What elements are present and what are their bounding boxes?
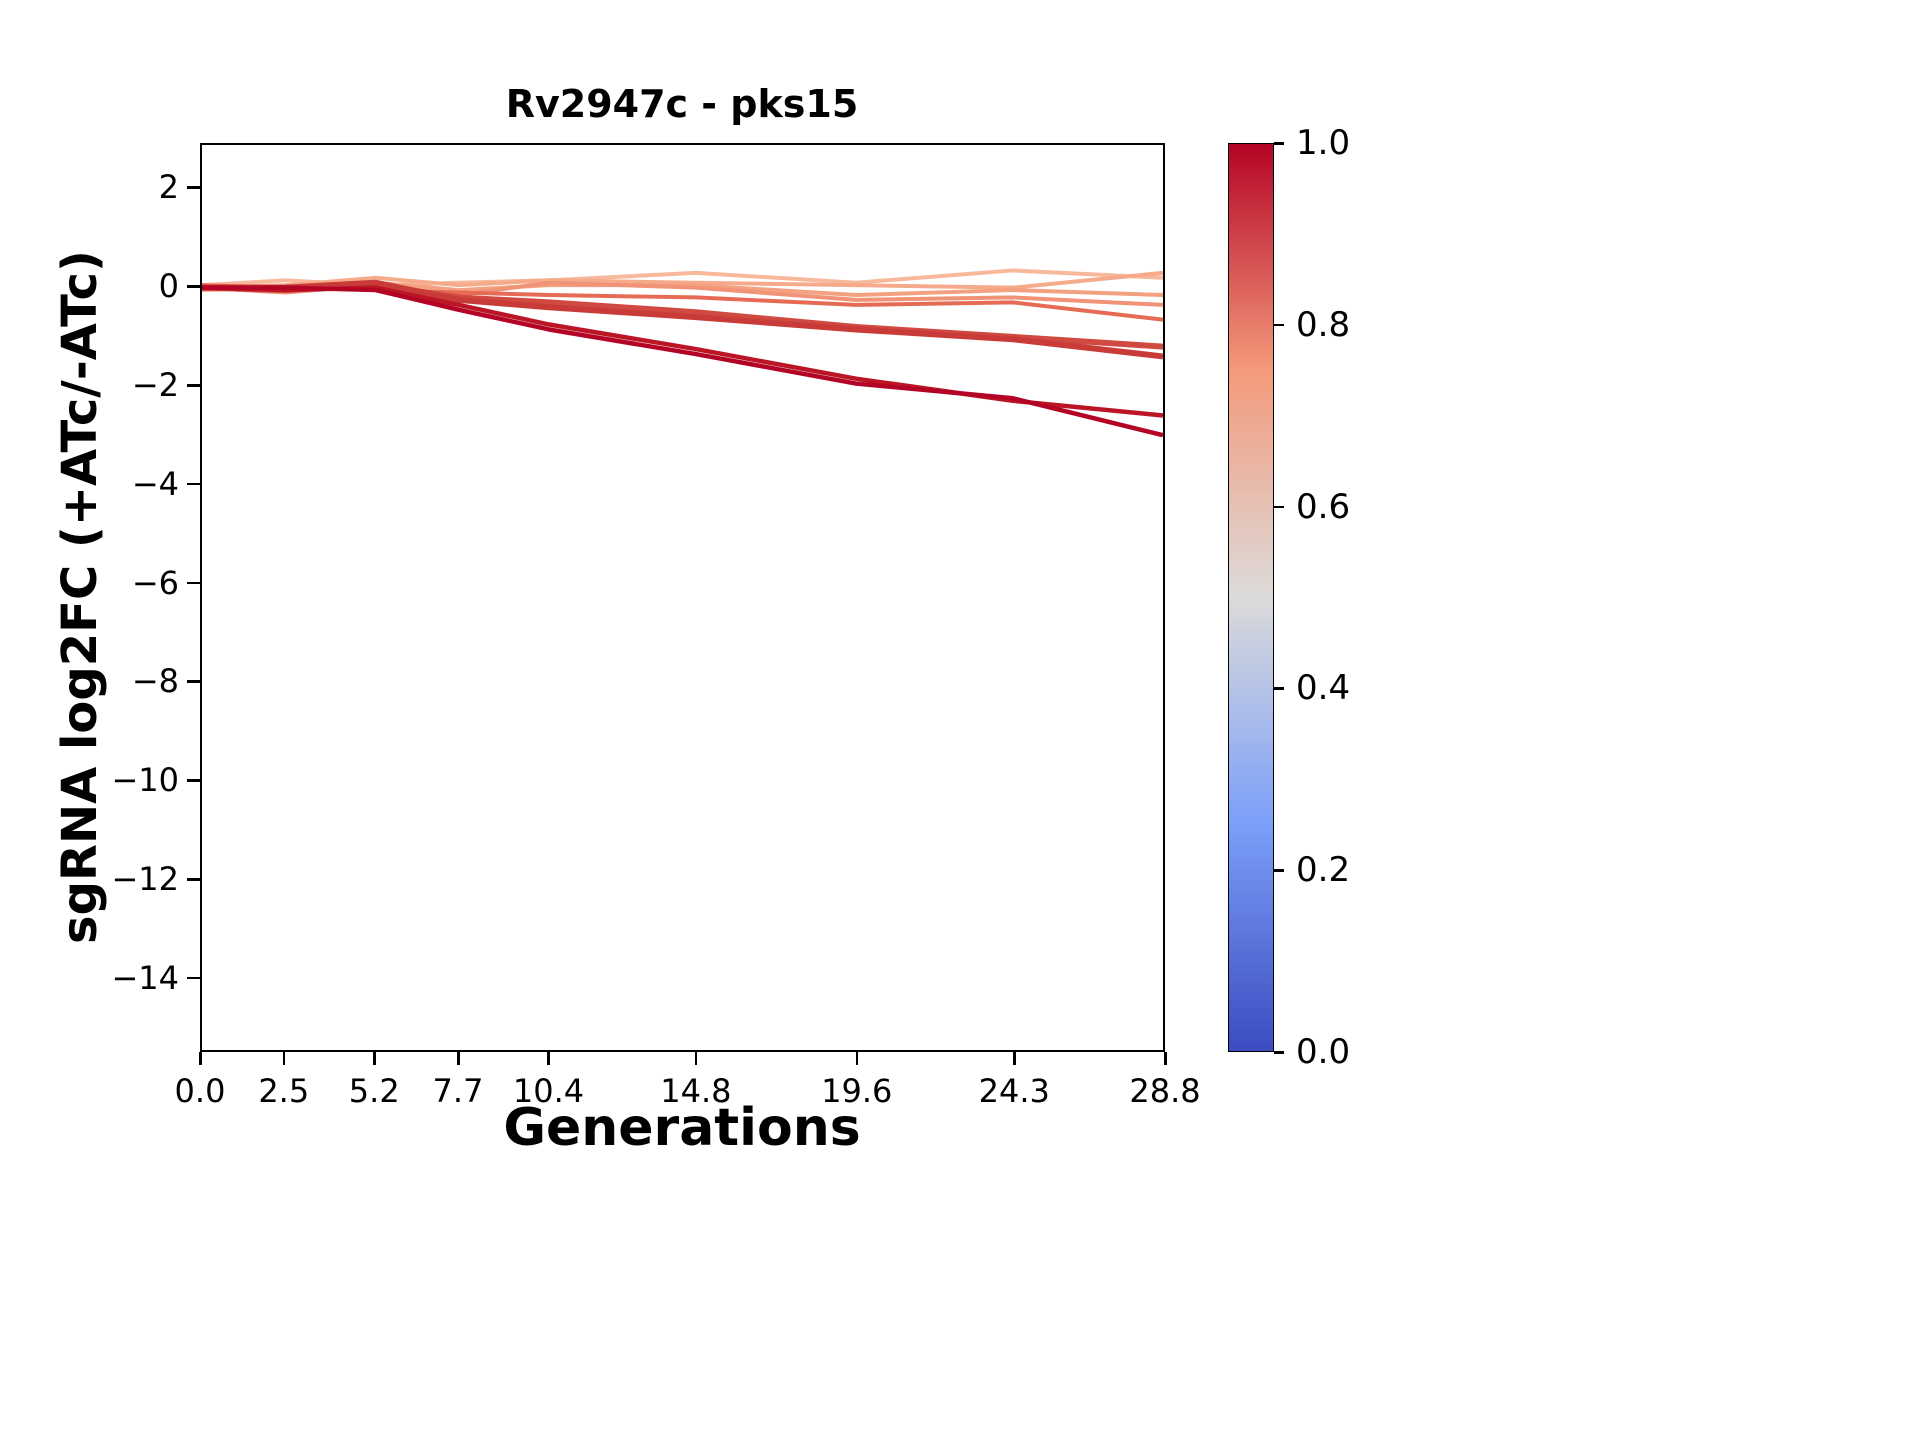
- x-tick-mark: [855, 1052, 859, 1065]
- colorbar: [1228, 143, 1274, 1052]
- series-line-sgRNA-9: [202, 285, 1163, 438]
- x-tick-label: 19.6: [821, 1072, 893, 1110]
- y-tick-label: 2: [158, 168, 179, 207]
- x-tick-label: 0.0: [174, 1072, 226, 1110]
- y-tick-mark: [187, 482, 200, 486]
- colorbar-tick-label: 1.0: [1296, 123, 1351, 163]
- colorbar-tick-mark: [1274, 687, 1284, 690]
- x-tick-mark: [547, 1052, 550, 1065]
- y-tick-label: −4: [131, 464, 179, 503]
- series-lines: [202, 268, 1163, 438]
- y-tick-mark: [187, 680, 200, 683]
- x-tick-mark: [1013, 1052, 1016, 1065]
- x-tick-mark: [199, 1052, 202, 1065]
- y-tick-mark: [187, 779, 200, 782]
- x-tick-mark: [282, 1052, 286, 1065]
- y-tick-label: −10: [111, 761, 179, 800]
- x-tick-mark: [373, 1052, 376, 1065]
- y-tick-label: −6: [131, 563, 179, 602]
- series-line-sgRNA-7: [202, 279, 1163, 360]
- x-tick-label: 24.3: [978, 1072, 1050, 1110]
- colorbar-tick-mark: [1274, 869, 1284, 872]
- y-tick-mark: [187, 976, 200, 980]
- colorbar-tick-mark: [1274, 1051, 1284, 1054]
- y-tick-label: −2: [131, 366, 179, 405]
- y-tick-mark: [187, 186, 200, 189]
- y-tick-mark: [187, 878, 200, 881]
- y-tick-label: −8: [131, 662, 179, 701]
- x-tick-mark: [1164, 1052, 1167, 1065]
- series-line-sgRNA-2: [202, 270, 1163, 290]
- colorbar-tick-mark: [1274, 505, 1284, 509]
- colorbar-tick-label: 0.8: [1296, 304, 1351, 345]
- y-tick-label: −14: [111, 958, 179, 997]
- x-tick-mark: [694, 1052, 698, 1065]
- colorbar-tick-label: 0.0: [1296, 1032, 1351, 1072]
- y-tick-label: −12: [111, 860, 179, 899]
- colorbar-tick-mark: [1274, 323, 1284, 327]
- y-tick-mark: [187, 285, 200, 288]
- colorbar-tick-label: 0.4: [1296, 668, 1351, 709]
- x-axis-label: Generations: [503, 1098, 861, 1158]
- y-tick-label: 0: [158, 267, 179, 306]
- x-tick-label: 28.8: [1129, 1072, 1201, 1110]
- y-tick-mark: [187, 384, 200, 387]
- y-tick-mark: [187, 581, 200, 585]
- x-tick-label: 5.2: [348, 1072, 400, 1110]
- colorbar-tick-label: 0.6: [1296, 486, 1351, 527]
- colorbar-tick-label: 0.2: [1296, 850, 1351, 891]
- x-tick-label: 10.4: [512, 1072, 585, 1110]
- x-tick-label: 2.5: [258, 1072, 310, 1110]
- x-tick-mark: [457, 1052, 460, 1065]
- x-tick-label: 14.8: [660, 1072, 732, 1110]
- x-tick-label: 7.7: [432, 1072, 484, 1110]
- plot-area: [200, 143, 1165, 1052]
- chart-title: Rv2947c - pks15: [505, 82, 859, 126]
- colorbar-tick-mark: [1274, 142, 1284, 145]
